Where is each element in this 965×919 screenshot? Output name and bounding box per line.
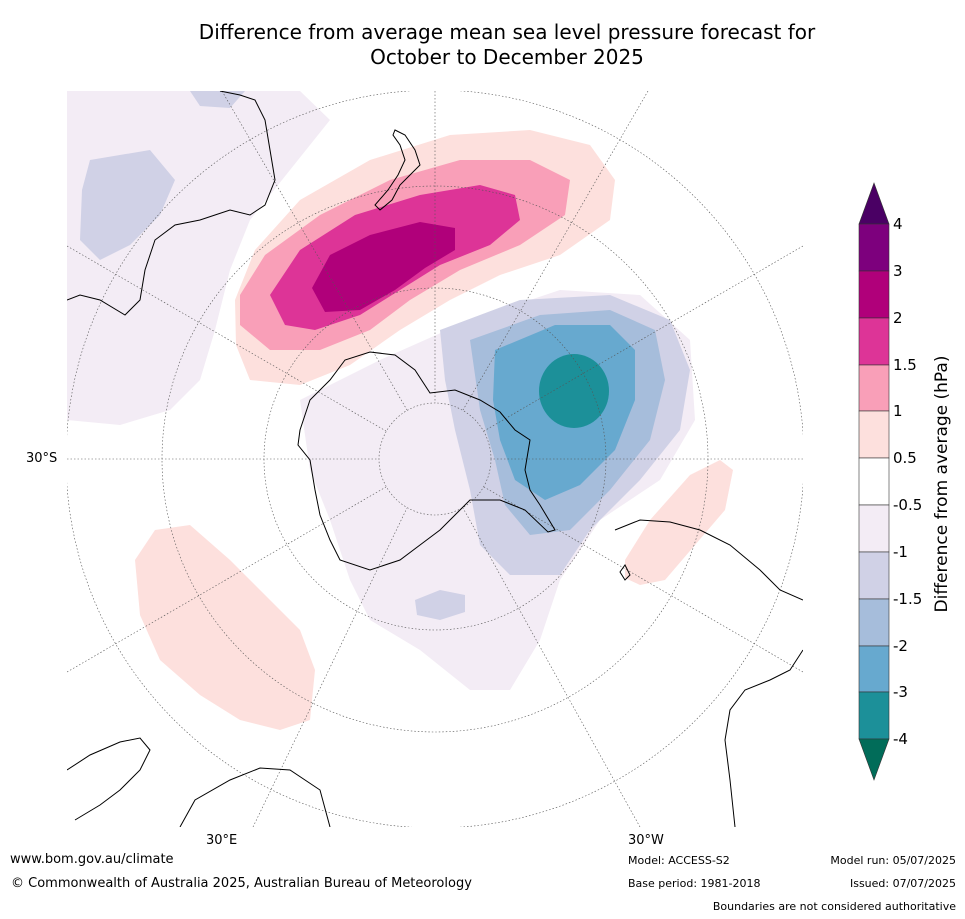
footer-disclaimer: Boundaries are not considered authoritat… <box>712 900 956 913</box>
colorbar-cap-top <box>858 182 890 225</box>
colorbar-cap-bottom <box>858 738 890 781</box>
footer-copyright: © Commonwealth of Australia 2025, Austra… <box>11 876 472 891</box>
colorbar-tick-label: -3 <box>893 683 908 701</box>
colorbar-swatch-0.5-to-1 <box>858 410 890 459</box>
coastline-newzealand <box>374 129 421 211</box>
colorbar-tick-label: -2 <box>893 637 908 655</box>
meridian-7 <box>252 507 408 827</box>
colorbar-tick-label: -4 <box>893 730 908 748</box>
colorbar-swatch-minus-1.5-to-minus-2 <box>858 598 890 647</box>
title-line-2: October to December 2025 <box>370 45 644 69</box>
coastlines <box>67 91 803 827</box>
colorbar-tick-label: -0.5 <box>893 496 923 514</box>
footer-issued: Issued: 07/07/2025 <box>849 877 956 890</box>
anomaly-region-south-negative <box>415 590 465 620</box>
coastline-africa <box>67 737 331 827</box>
colorbar-swatch-minus-0.5-to-minus-1 <box>858 504 890 553</box>
anomaly-region-tasman-4 <box>312 222 455 312</box>
colorbar-swatch-minus-1-to-minus-1.5 <box>858 551 890 600</box>
meridian-8 <box>462 507 641 827</box>
colorbar <box>858 182 890 781</box>
colorbar-tick-label: -1 <box>893 543 908 561</box>
anomaly-region-atlantic-positive <box>135 525 315 730</box>
colorbar-swatch-1-to-1.5 <box>858 364 890 412</box>
chart-title: Difference from average mean sea level p… <box>0 20 965 70</box>
footer-website: www.bom.gov.au/climate <box>10 852 174 867</box>
graticule <box>67 91 803 827</box>
lon-label-30w: 30°W <box>628 833 664 848</box>
colorbar-swatch-neutral <box>858 457 890 506</box>
colorbar-tick-label: 1 <box>893 402 903 420</box>
anomaly-region-australia-negative <box>80 150 175 260</box>
colorbar-tick-label: 2 <box>893 309 903 327</box>
anomaly-fields <box>67 91 733 730</box>
colorbar-swatch-1.5-to-2 <box>858 317 890 366</box>
colorbar-tick-label: 4 <box>893 215 903 233</box>
anomaly-region-north-negative <box>190 91 245 108</box>
anomaly-region-pacific-4 <box>539 354 609 428</box>
colorbar-tick-label: 3 <box>893 262 903 280</box>
map-panel <box>67 91 803 827</box>
colorbar-swatch-minus-2-to-minus-3 <box>858 645 890 693</box>
coastline-southamerica <box>614 519 803 827</box>
footer-model: Model: ACCESS-S2 <box>628 854 730 867</box>
colorbar-swatch-2-to-3 <box>858 270 890 319</box>
lon-label-30e: 30°E <box>206 833 238 848</box>
footer-base-period: Base period: 1981-2018 <box>628 877 761 890</box>
coastline-antarctic-peninsula <box>619 564 631 581</box>
colorbar-tick-label: 0.5 <box>893 449 917 467</box>
colorbar-tick-label: -1.5 <box>893 590 923 608</box>
colorbar-title: Difference from average (hPa) <box>932 355 952 613</box>
colorbar-swatch-3-to-4 <box>858 223 890 272</box>
colorbar-tick-label: 1.5 <box>893 356 917 374</box>
colorbar-swatch-minus-3-to-minus-4 <box>858 691 890 740</box>
coastline-antarctica <box>297 351 556 571</box>
lat-label-30s: 30°S <box>26 451 58 466</box>
title-line-1: Difference from average mean sea level p… <box>198 20 816 44</box>
coastline-australia <box>67 91 276 316</box>
footer-model-run: Model run: 05/07/2025 <box>830 854 956 867</box>
